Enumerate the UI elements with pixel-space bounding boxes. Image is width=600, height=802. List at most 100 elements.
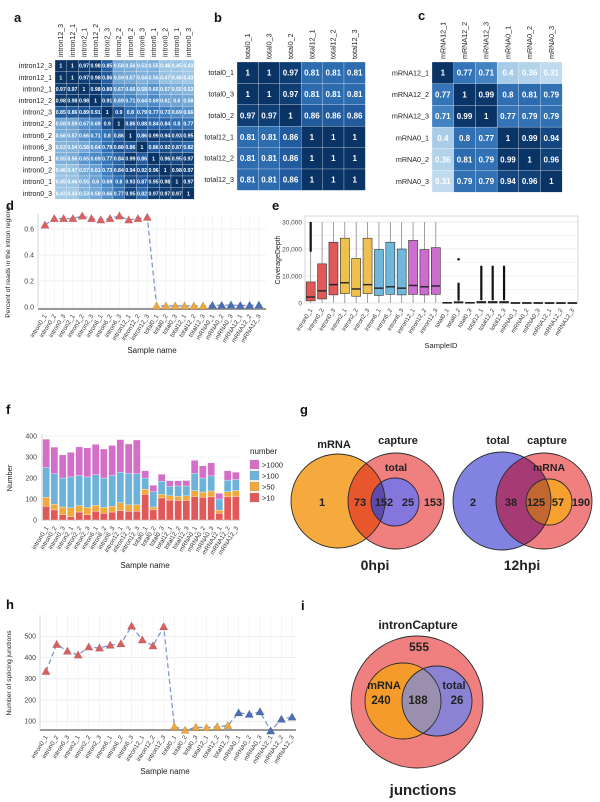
bar-segment [182, 485, 191, 497]
heatmap-cell-value: 1 [331, 176, 336, 185]
bar-segment [91, 474, 100, 506]
y-tick-label: 300 [24, 676, 36, 683]
venn-overlap-group [526, 479, 551, 525]
bar-segment [58, 514, 67, 521]
heatmap-cell-value: 0.99 [149, 133, 159, 139]
venn-set-label: mRNA [317, 439, 351, 451]
bar-segment [141, 470, 149, 479]
heatmap-cell-value: 0.81 [457, 156, 473, 165]
heatmap-cell-value: 0.97 [283, 90, 299, 99]
box [419, 249, 430, 296]
heatmap-cell-value: 0.77 [149, 110, 159, 116]
bar-segment [174, 496, 182, 501]
data-point-marker [114, 211, 125, 220]
heatmap-cell-value: 0.97 [160, 191, 170, 197]
heatmap-cell-value: 0.77 [102, 156, 112, 162]
bar-segment [157, 497, 166, 521]
heatmap-cell-value: 1 [141, 145, 144, 151]
heatmap-cell-value: 0.66 [102, 191, 112, 197]
bar-segment [124, 443, 133, 474]
y-tick-label: 0.4 [24, 252, 34, 259]
heatmap-col-label: intron12_3 [58, 24, 65, 57]
heatmap-cell-value: 0.79 [544, 112, 560, 121]
bar-segment [199, 491, 207, 498]
heatmap-cell-value: 0.8 [127, 110, 134, 116]
data-point-marker [142, 212, 152, 221]
y-axis-title: Number of splicing junctions [6, 630, 13, 716]
bar-segment [58, 477, 67, 508]
bar-segment [83, 507, 92, 515]
heatmap-cell-value: 0.57 [67, 133, 77, 139]
legend-swatch [249, 459, 260, 470]
heatmap-cell-value: 0.77 [457, 69, 473, 78]
y-tick-label: 10,000 [282, 273, 302, 280]
venn-circle-outline [290, 453, 386, 549]
venn-circle-outline [452, 451, 552, 551]
heatmap-cell-value: 0.66 [183, 110, 193, 116]
heatmap-col-label: total12_1 [307, 29, 316, 59]
bar-segment [108, 511, 116, 521]
heatmap-row-label: intron0_3 [23, 191, 52, 198]
heatmap-cell-value: 0.73 [160, 110, 170, 116]
bar-segment [174, 480, 182, 487]
heatmap-cell-value: 0.58 [183, 98, 193, 104]
box [362, 237, 373, 294]
heatmap-cell-value: 0.55 [149, 64, 159, 70]
heatmap-cell-value: 0.89 [79, 110, 89, 116]
heatmap-cell-value: 0.95 [125, 191, 135, 197]
venn-region-count: 240 [371, 695, 390, 707]
data-point-marker [40, 220, 50, 229]
bar-segment [108, 506, 116, 513]
legend-label: >10 [262, 494, 275, 503]
bar-segment [124, 511, 133, 521]
box [431, 247, 441, 295]
heatmap-cell-value: 0.96 [544, 156, 560, 165]
venn-region-count: 190 [572, 497, 590, 509]
bar-segment [50, 446, 59, 474]
data-point-marker [159, 622, 169, 631]
heatmap-cell-value: 0.8 [104, 133, 111, 139]
venn-caption: 12hpi [504, 557, 541, 573]
heatmap-cell-value: 0.56 [125, 64, 135, 70]
heatmap-cell-value: 0.46 [172, 75, 182, 81]
venn-circle-outline [401, 665, 473, 737]
bar-segment [100, 477, 108, 508]
heatmap-cell-value: 0.84 [114, 168, 124, 174]
heatmap-cell-value: 1 [129, 133, 132, 139]
heatmap-cell-value: 0.69 [149, 98, 159, 104]
venn-region-count: 73 [354, 497, 366, 509]
stacked-bar-panel-f: 0100200300400intron0_1intron0_2intron0_3… [5, 433, 283, 570]
bar-segment [75, 511, 83, 521]
bar-segment [223, 496, 232, 521]
heatmap-cell-value: 0.98 [91, 64, 101, 70]
y-tick-label: 100 [24, 719, 36, 726]
venn-set-label: total [442, 680, 465, 692]
data-point-marker [226, 300, 236, 309]
data-point-marker [41, 666, 51, 675]
bar-segment [91, 511, 100, 521]
heatmap-col-label: intron2_3 [105, 28, 112, 57]
heatmap-col-label: intron6_1 [151, 28, 158, 57]
heatmap-cell-value: 0.56 [56, 133, 66, 139]
heatmap-cell-value: 0.58 [91, 191, 101, 197]
bar-segment [83, 514, 92, 521]
heatmap-cell-value: 0.69 [172, 110, 182, 116]
heatmap-cell-value: 0.79 [478, 177, 494, 186]
heatmap-cell-value: 0.97 [56, 87, 66, 93]
data-point-marker [217, 300, 227, 309]
heatmap-cell-value: 0.97 [240, 111, 256, 120]
box [408, 240, 418, 295]
heatmap-cell-value: 1 [352, 154, 357, 163]
box [351, 258, 361, 297]
data-point-marker [116, 639, 126, 648]
venn-overlap-group [402, 666, 441, 736]
heatmap-cell-value: 0.81 [240, 154, 256, 163]
heatmap-cell [343, 168, 366, 191]
heatmap-cell-value: 0.43 [183, 64, 193, 70]
venn-panel-g: mRNA capture total 1 73 152 25 153 0hpi total capt… [290, 435, 593, 573]
panel-a-label: a [14, 10, 22, 25]
venn-circle-outline [347, 452, 445, 550]
heatmap-panel-a: 1 1 0.97 0.98 0.85 0.58 0.56 0.53 0.55 0.46 0.45 0.… [19, 24, 195, 200]
heatmap-cell-value: 0.53 [79, 191, 89, 197]
legend-label: >50 [262, 483, 275, 492]
